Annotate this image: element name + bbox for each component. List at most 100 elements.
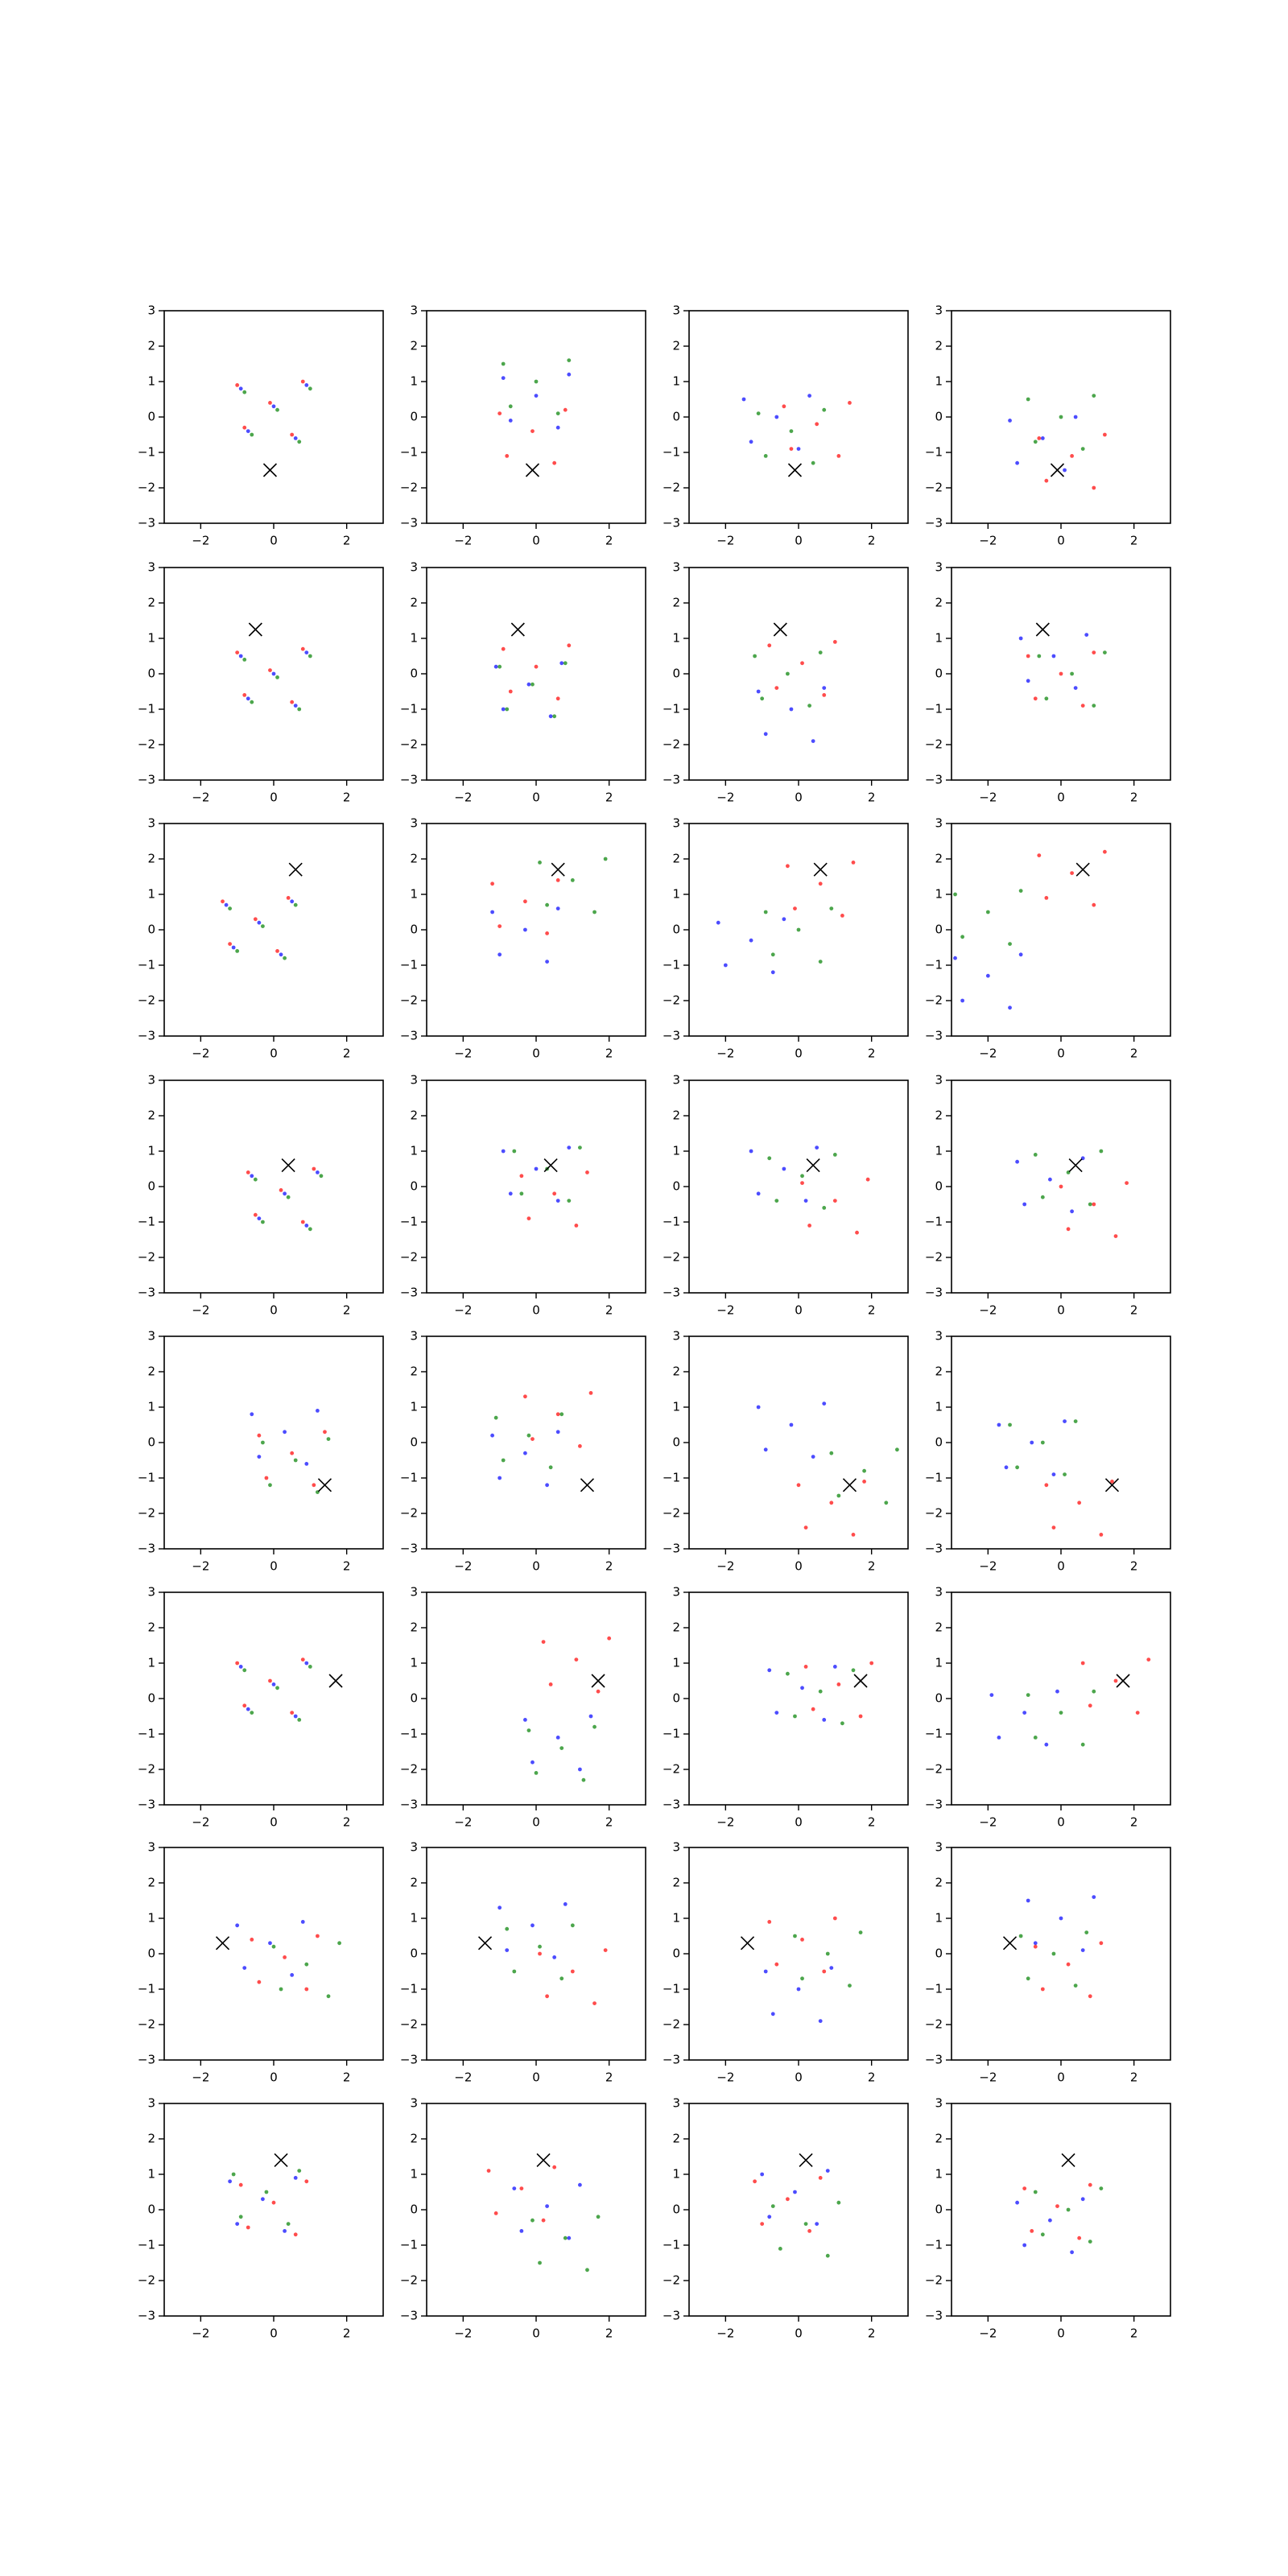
x-tick-label: 2: [343, 534, 351, 548]
point: [257, 1216, 262, 1220]
y-tick-label: −1: [925, 1982, 943, 1996]
x-tick-label: 0: [532, 534, 540, 548]
point: [238, 654, 243, 658]
point: [548, 1682, 553, 1686]
point: [304, 2179, 309, 2184]
point: [290, 899, 295, 904]
point: [555, 878, 560, 882]
y-tick-label: 1: [935, 1400, 943, 1414]
point: [275, 949, 279, 953]
y-tick-label: −2: [663, 993, 680, 1008]
y-tick-label: 2: [935, 1108, 943, 1123]
point: [512, 1969, 517, 1974]
panel: −2 0 2 −3 −2 −1 0 1 2 3: [925, 303, 1171, 548]
center-marker: [215, 1936, 230, 1951]
point: [268, 1941, 272, 1946]
point: [1037, 853, 1042, 857]
point: [763, 1447, 768, 1452]
point: [774, 686, 779, 690]
point: [326, 1437, 331, 1441]
x-tick-label: 2: [868, 2070, 876, 2085]
point: [840, 914, 844, 918]
y-tick-label: 3: [410, 560, 418, 575]
point: [723, 963, 728, 968]
point: [1015, 460, 1019, 465]
point: [851, 1668, 856, 1673]
center-marker: [525, 463, 540, 477]
point: [534, 1771, 539, 1775]
point: [250, 1412, 254, 1417]
x-tick-label: 2: [343, 1303, 351, 1318]
y-tick-label: −2: [138, 737, 155, 752]
x-tick-label: −2: [716, 1303, 734, 1318]
y-tick-label: −2: [400, 1762, 418, 1777]
x-tick-label: 0: [795, 791, 803, 805]
point: [264, 1476, 269, 1480]
point: [253, 917, 258, 922]
point: [1033, 1736, 1038, 1740]
y-tick-label: 2: [410, 852, 418, 866]
panel: −2 0 2 −3 −2 −1 0 1 2 3: [138, 1840, 384, 2085]
point: [1103, 432, 1107, 437]
y-tick-label: 3: [672, 2096, 680, 2111]
point: [567, 643, 572, 648]
point: [519, 2186, 524, 2191]
point: [997, 1736, 1001, 1740]
point: [578, 1444, 582, 1448]
point: [756, 411, 761, 415]
point: [786, 671, 790, 676]
y-tick-label: −2: [138, 2017, 155, 2032]
point: [1066, 2207, 1071, 2212]
y-tick-label: −3: [138, 1798, 155, 1812]
point: [246, 429, 250, 433]
y-tick-label: 1: [672, 1144, 680, 1158]
y-tick-label: 2: [672, 596, 680, 610]
y-tick-label: −1: [400, 2238, 418, 2252]
x-tick-label: 0: [1057, 1303, 1065, 1318]
y-tick-label: 1: [672, 887, 680, 902]
point: [1040, 436, 1045, 440]
panel: −2 0 2 −3 −2 −1 0 1 2 3: [400, 1329, 646, 1574]
point: [1048, 2218, 1052, 2223]
y-tick-label: 3: [935, 1585, 943, 1600]
y-tick-label: −2: [663, 737, 680, 752]
y-tick-label: −2: [400, 737, 418, 752]
point: [523, 1718, 527, 1722]
point: [290, 1973, 295, 1977]
panel: −2 0 2 −3 −2 −1 0 1 2 3: [400, 1840, 646, 2085]
y-tick-label: 3: [147, 1329, 155, 1344]
point: [822, 1206, 827, 1210]
point: [796, 447, 801, 451]
point: [851, 861, 856, 865]
point: [563, 2235, 568, 2240]
y-tick-label: 0: [147, 1691, 155, 1706]
y-tick-label: 2: [410, 339, 418, 353]
x-tick-label: 0: [1057, 1046, 1065, 1061]
point: [1084, 1930, 1089, 1935]
point: [753, 2179, 757, 2184]
y-tick-label: 3: [410, 303, 418, 318]
axes-frame: [688, 1847, 909, 2061]
point: [767, 1920, 772, 1924]
y-tick-label: −3: [663, 2309, 680, 2323]
point: [1092, 1895, 1096, 1900]
axes-frame: [426, 310, 646, 524]
axes-frame: [163, 1080, 384, 1294]
axes-frame: [163, 1847, 384, 2061]
y-tick-label: 2: [935, 1364, 943, 1379]
point: [578, 1767, 582, 1772]
point: [793, 1934, 797, 1938]
x-tick-label: −2: [979, 1046, 997, 1061]
y-tick-label: −2: [925, 1762, 943, 1777]
point: [250, 700, 254, 704]
point: [774, 415, 779, 419]
point: [749, 440, 753, 444]
point: [578, 2182, 582, 2187]
point: [1092, 1202, 1096, 1207]
point: [1080, 1661, 1085, 1666]
y-tick-label: −3: [925, 1542, 943, 1556]
x-tick-label: −2: [979, 1815, 997, 1830]
point: [297, 707, 302, 712]
y-tick-label: 0: [410, 1691, 418, 1706]
x-tick-label: −2: [716, 534, 734, 548]
